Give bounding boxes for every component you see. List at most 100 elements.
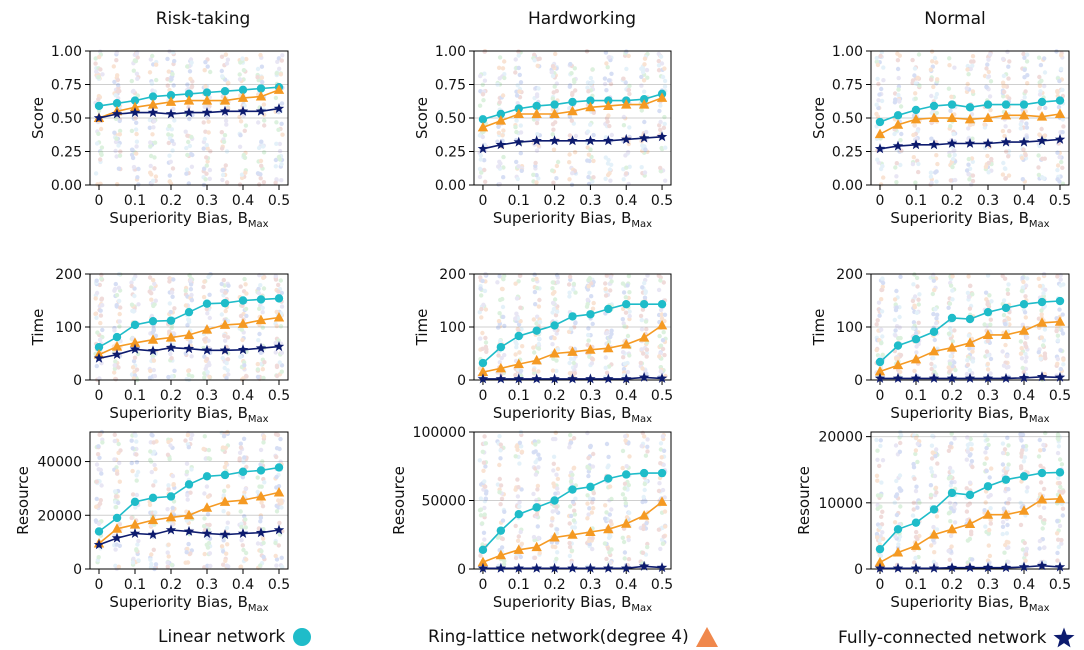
scatter-point xyxy=(894,355,899,360)
data-point-full xyxy=(982,138,994,148)
scatter-point xyxy=(98,313,104,318)
scatter-point xyxy=(495,80,500,86)
scatter-point xyxy=(639,327,645,332)
scatter-point xyxy=(237,458,242,463)
scatter-point xyxy=(98,150,104,155)
scatter-point xyxy=(134,367,140,372)
scatter-point xyxy=(1002,320,1007,325)
scatter-point xyxy=(94,444,100,450)
scatter-point xyxy=(552,336,557,341)
scatter-point xyxy=(1040,283,1045,289)
scatter-point xyxy=(621,76,626,81)
scatter-point xyxy=(111,64,117,69)
scatter-point xyxy=(112,130,117,135)
scatter-point xyxy=(168,443,173,448)
scatter-point xyxy=(276,543,281,548)
scatter-cloud xyxy=(477,429,668,572)
scatter-point xyxy=(479,90,485,95)
scatter-point xyxy=(568,326,574,331)
scatter-point xyxy=(567,160,572,165)
scatter-point xyxy=(604,510,609,515)
scatter-point xyxy=(570,525,575,530)
scatter-point xyxy=(534,470,540,475)
scatter-point xyxy=(130,468,135,474)
scatter-point xyxy=(644,129,649,135)
scatter-point xyxy=(892,520,898,525)
scatter-point xyxy=(496,534,502,539)
scatter-point xyxy=(1005,352,1010,357)
scatter-point xyxy=(224,361,229,366)
scatter-point xyxy=(220,445,226,450)
scatter-point xyxy=(641,286,646,291)
scatter-point xyxy=(536,452,541,457)
scatter-point xyxy=(95,452,101,457)
scatter-point xyxy=(1037,143,1042,149)
scatter-point xyxy=(952,148,957,153)
scatter-point xyxy=(532,513,538,519)
scatter-point xyxy=(1059,327,1064,333)
scatter-point xyxy=(96,479,102,484)
scatter-point xyxy=(585,430,590,436)
scatter-point xyxy=(240,364,245,369)
scatter-point xyxy=(274,474,279,480)
scatter-point xyxy=(148,163,153,169)
scatter-point xyxy=(1019,155,1025,161)
scatter-point xyxy=(659,312,664,317)
scatter-point xyxy=(554,163,560,169)
data-point-full xyxy=(910,372,922,383)
scatter-point xyxy=(202,434,207,439)
scatter-point xyxy=(517,72,522,78)
scatter-point xyxy=(982,461,987,466)
scatter-point xyxy=(658,351,663,356)
scatter-point xyxy=(897,305,902,310)
scatter-point xyxy=(519,305,524,311)
x-tick-label: 0.2 xyxy=(160,193,182,209)
scatter-point xyxy=(550,544,555,549)
data-point-full xyxy=(237,344,249,355)
scatter-point xyxy=(537,133,542,138)
scatter-point xyxy=(520,344,525,349)
scatter-point xyxy=(129,152,135,157)
scatter-point xyxy=(622,351,627,356)
scatter-point xyxy=(1059,77,1065,82)
scatter-point xyxy=(892,317,897,323)
scatter-point xyxy=(134,452,139,457)
data-point-ring xyxy=(495,362,507,373)
scatter-point xyxy=(550,509,555,514)
scatter-point xyxy=(643,319,649,324)
scatter-point xyxy=(913,131,918,137)
data-point-ring xyxy=(1000,509,1012,519)
scatter-point xyxy=(951,509,956,514)
scatter-point xyxy=(877,105,882,111)
scatter-point xyxy=(147,375,153,380)
scatter-point xyxy=(1021,274,1026,280)
scatter-point xyxy=(496,130,502,135)
scatter-point xyxy=(570,499,576,505)
y-tick-label: 1.00 xyxy=(435,44,466,60)
scatter-point xyxy=(640,171,645,176)
scatter-point xyxy=(513,57,518,62)
scatter-point xyxy=(662,509,668,514)
scatter-point xyxy=(656,51,661,57)
scatter-point xyxy=(1037,437,1043,443)
data-point-linear xyxy=(1019,300,1029,309)
x-tick-label: 0.5 xyxy=(1049,388,1071,404)
scatter-point xyxy=(1006,282,1011,287)
scatter-point xyxy=(966,126,971,131)
scatter-point xyxy=(1061,356,1066,361)
scatter-point xyxy=(130,433,135,438)
scatter-point xyxy=(533,442,538,447)
scatter-point xyxy=(588,362,593,368)
scatter-point xyxy=(1003,360,1008,365)
scatter-point xyxy=(201,146,206,151)
scatter-point xyxy=(186,372,191,378)
scatter-point xyxy=(219,130,224,135)
scatter-point xyxy=(480,134,485,140)
scatter-point xyxy=(620,492,626,497)
subplot-0-1: 0.000.250.500.751.000 0.1 0.2 0.3 0.4 0.5Supe… xyxy=(413,44,673,230)
scatter-point xyxy=(483,491,489,496)
scatter-point xyxy=(893,328,898,333)
data-point-ring xyxy=(531,354,542,365)
scatter-point xyxy=(498,297,503,303)
axes-frame xyxy=(89,431,289,570)
